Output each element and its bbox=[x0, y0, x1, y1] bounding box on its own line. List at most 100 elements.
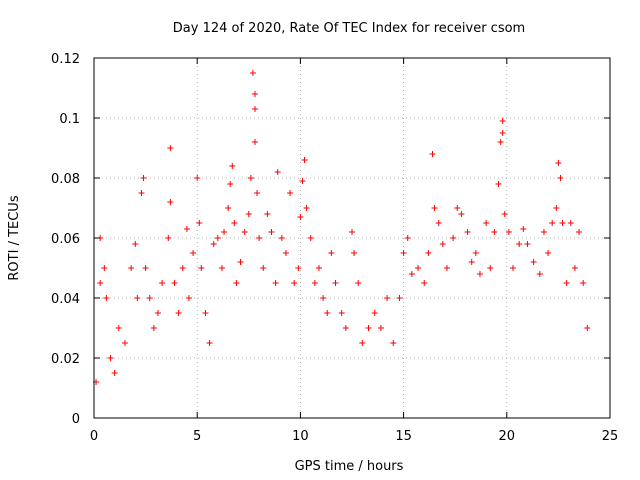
data-point bbox=[559, 220, 566, 226]
y-tick-label: 0.1 bbox=[59, 112, 80, 127]
data-point bbox=[443, 265, 450, 271]
data-point bbox=[134, 295, 141, 301]
data-point bbox=[245, 211, 252, 217]
data-point bbox=[233, 280, 240, 286]
data-point bbox=[121, 340, 128, 346]
x-tick-labels: 0 5 10 15 20 25 bbox=[90, 429, 618, 444]
data-point bbox=[251, 139, 258, 145]
data-point bbox=[332, 280, 339, 286]
data-point bbox=[272, 280, 279, 286]
y-tick-labels: 0 0.02 0.04 0.06 0.08 0.1 0.12 bbox=[51, 52, 80, 427]
data-point bbox=[247, 175, 254, 181]
data-point bbox=[472, 250, 479, 256]
data-point bbox=[179, 265, 186, 271]
x-tick-label: 20 bbox=[499, 429, 516, 444]
x-axis-label: GPS time / hours bbox=[295, 459, 404, 474]
x-tick-label: 10 bbox=[292, 429, 309, 444]
data-point bbox=[202, 310, 209, 316]
data-point bbox=[390, 340, 397, 346]
data-point bbox=[400, 250, 407, 256]
data-point bbox=[439, 241, 446, 247]
data-point bbox=[545, 250, 552, 256]
data-point bbox=[450, 235, 457, 241]
data-point bbox=[516, 241, 523, 247]
data-point bbox=[563, 280, 570, 286]
data-point bbox=[536, 271, 543, 277]
data-point bbox=[549, 220, 556, 226]
data-point bbox=[249, 70, 256, 76]
data-point bbox=[128, 265, 135, 271]
data-point bbox=[303, 205, 310, 211]
data-point bbox=[185, 295, 192, 301]
data-point bbox=[198, 265, 205, 271]
data-point bbox=[342, 325, 349, 331]
y-tick-label: 0.06 bbox=[51, 232, 80, 247]
axis-ticks bbox=[93, 57, 611, 419]
data-point bbox=[295, 265, 302, 271]
data-point bbox=[183, 226, 190, 232]
x-tick-label: 25 bbox=[602, 429, 619, 444]
data-point bbox=[555, 160, 562, 166]
y-tick-label: 0 bbox=[72, 412, 80, 427]
data-point bbox=[328, 250, 335, 256]
data-point bbox=[274, 169, 281, 175]
data-point bbox=[429, 151, 436, 157]
data-point bbox=[351, 250, 358, 256]
data-point bbox=[241, 229, 248, 235]
data-point bbox=[454, 205, 461, 211]
data-point bbox=[505, 229, 512, 235]
data-point bbox=[435, 220, 442, 226]
data-point bbox=[268, 229, 275, 235]
data-point bbox=[384, 295, 391, 301]
data-point bbox=[225, 205, 232, 211]
data-point bbox=[210, 241, 217, 247]
data-point bbox=[264, 211, 271, 217]
data-points bbox=[93, 70, 591, 385]
data-point bbox=[175, 310, 182, 316]
data-point bbox=[291, 280, 298, 286]
data-point bbox=[260, 265, 267, 271]
data-point bbox=[315, 265, 322, 271]
y-tick-label: 0.02 bbox=[51, 352, 80, 367]
data-point bbox=[377, 325, 384, 331]
data-point bbox=[320, 295, 327, 301]
data-point bbox=[491, 229, 498, 235]
data-point bbox=[458, 211, 465, 217]
data-point bbox=[307, 235, 314, 241]
data-point bbox=[571, 265, 578, 271]
data-point bbox=[359, 340, 366, 346]
data-point bbox=[468, 259, 475, 265]
data-point bbox=[278, 235, 285, 241]
data-point bbox=[415, 265, 422, 271]
y-tick-label: 0.12 bbox=[51, 52, 80, 67]
data-point bbox=[324, 310, 331, 316]
plot-frame bbox=[93, 57, 611, 419]
data-point bbox=[218, 265, 225, 271]
data-point bbox=[580, 280, 587, 286]
data-point bbox=[297, 214, 304, 220]
data-point bbox=[107, 355, 114, 361]
data-point bbox=[251, 91, 258, 97]
data-point bbox=[576, 229, 583, 235]
data-point bbox=[103, 295, 110, 301]
data-point bbox=[165, 235, 172, 241]
data-point bbox=[159, 280, 166, 286]
data-point bbox=[231, 220, 238, 226]
data-point bbox=[287, 190, 294, 196]
data-point bbox=[520, 226, 527, 232]
data-point bbox=[584, 325, 591, 331]
data-point bbox=[171, 280, 178, 286]
y-tick-label: 0.04 bbox=[51, 292, 80, 307]
grid bbox=[94, 58, 610, 418]
y-axis-label: ROTI / TECUs bbox=[7, 195, 22, 280]
data-point bbox=[338, 310, 345, 316]
data-point bbox=[138, 190, 145, 196]
data-point bbox=[431, 205, 438, 211]
data-point bbox=[132, 241, 139, 247]
data-point bbox=[311, 280, 318, 286]
data-point bbox=[371, 310, 378, 316]
data-point bbox=[221, 229, 228, 235]
data-point bbox=[256, 235, 263, 241]
data-point bbox=[140, 175, 147, 181]
data-point bbox=[487, 265, 494, 271]
